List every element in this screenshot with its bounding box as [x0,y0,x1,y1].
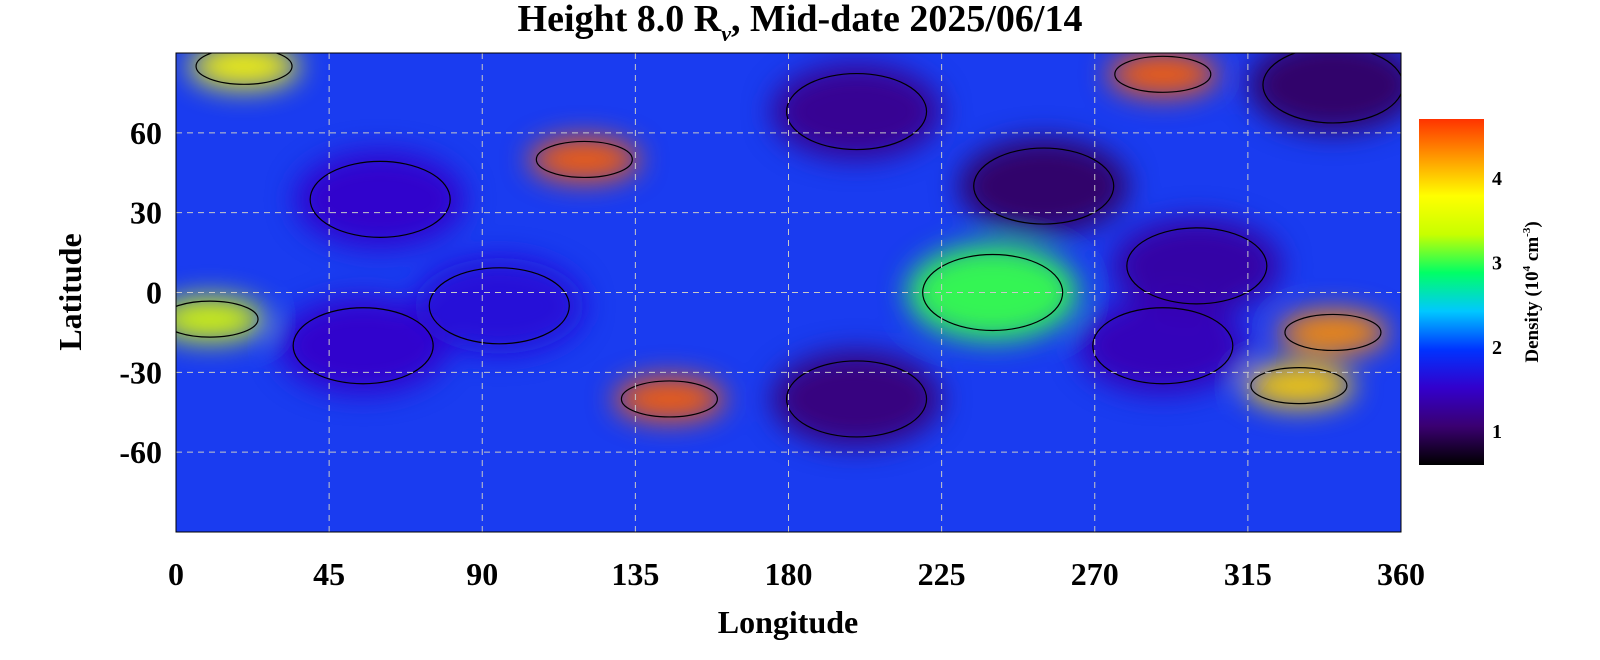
y-tick-label--60: -60 [119,434,162,470]
grid-lines [176,53,1401,532]
contour-14 [922,253,1064,332]
title-prefix: Height 8.0 R [518,0,722,40]
contour-5 [1092,307,1234,385]
contour-2 [1126,227,1268,305]
x-tick-label-45: 45 [313,556,345,592]
heat-region-3 [771,63,942,160]
contour-0 [1262,53,1401,124]
colorbar-label-exp1: 4 [1521,265,1533,271]
colorbar-label-exp2: -3 [1521,227,1533,237]
x-tick-label-135: 135 [611,556,659,592]
heat-region-9 [1107,53,1218,97]
contour-6 [309,160,451,238]
heat-region-10 [529,137,640,182]
contour-9 [1114,55,1212,93]
y-tick-label-60: 60 [130,115,162,151]
y-tick-label--30: -30 [119,354,162,390]
x-tick-label-180: 180 [765,556,813,592]
heat-region-0 [1247,53,1401,133]
colorbar-tick-label-1: 1 [1492,421,1502,443]
contour-15 [176,300,259,338]
contour-12 [1284,313,1382,352]
title-suffix: , Mid-date 2025/06/14 [731,0,1082,40]
heatmap-field [176,53,1401,447]
colorbar-tick-label-4: 4 [1492,168,1502,190]
colorbar-label: Density (104 cm-3) [1521,221,1543,362]
contour-lines [176,53,1401,438]
plot-frame [175,52,1402,533]
heat-region-11 [614,376,725,421]
contour-13 [1250,367,1348,405]
colorbar-label-suffix: ) [1522,221,1543,227]
heat-region-5 [1077,297,1248,394]
heat-region-6 [295,151,466,248]
y-tick-label-30: 30 [130,195,162,231]
x-tick-label-270: 270 [1071,556,1119,592]
x-tick-label-90: 90 [466,556,498,592]
y-axis-label: Latitude [52,233,88,350]
contour-11 [620,380,719,418]
contour-7 [292,307,434,385]
plot-area [176,53,1401,532]
contour-4 [785,360,928,438]
contour-16 [195,53,293,85]
contour-10 [535,140,633,179]
heat-region-4 [771,350,942,447]
heat-region-12 [1277,310,1388,355]
heat-region-8 [414,257,585,354]
heat-region-15 [176,297,266,342]
colorbar-tick-label-3: 3 [1492,252,1502,274]
y-tick-label-0: 0 [146,275,162,311]
y-axis-ticks: 60 30 0 -30 -60 [119,115,162,470]
heat-region-16 [189,53,300,89]
contour-8 [428,267,570,345]
heat-region-13 [1243,363,1354,408]
heat-region-2 [1111,217,1282,314]
x-tick-label-0: 0 [168,556,184,592]
heat-region-7 [278,297,449,394]
contour-3 [785,72,928,151]
x-axis-label: Longitude [718,604,858,640]
heat-region-1 [958,138,1129,235]
colorbar-label-prefix: Density (10 [1522,271,1543,362]
colorbar-tick-label-2: 2 [1492,337,1502,359]
x-tick-label-225: 225 [918,556,966,592]
colorbar [1419,119,1484,465]
x-tick-label-360: 360 [1377,556,1425,592]
x-axis-ticks: 0 45 90 135 180 225 270 315 360 [168,556,1425,592]
title-subscript: v [721,21,731,46]
colorbar-ticks: 1 2 3 4 [1492,168,1502,443]
chart-title: Height 8.0 Rv, Mid-date 2025/06/14 [518,0,1083,46]
x-tick-label-315: 315 [1224,556,1272,592]
contour-1 [973,147,1115,225]
colorbar-label-mid: cm [1522,237,1543,266]
